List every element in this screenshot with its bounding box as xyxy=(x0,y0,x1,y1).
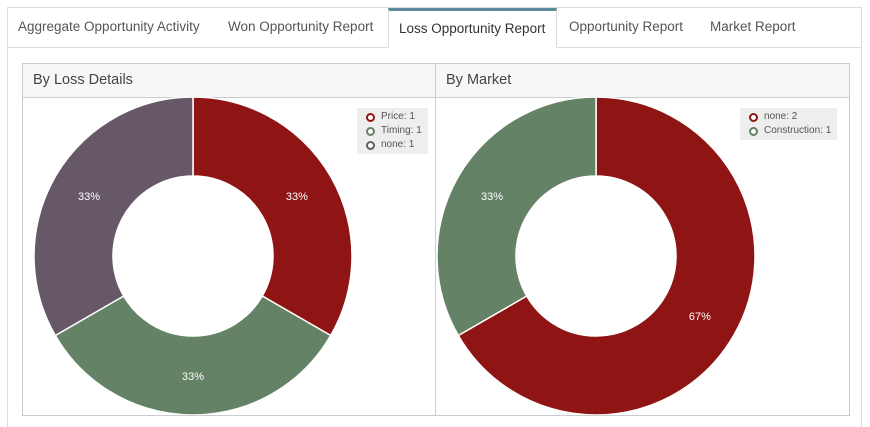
slice-percent-label: 33% xyxy=(78,191,100,203)
legend-item-timing[interactable]: Timing: 1 xyxy=(366,124,422,138)
donut-slice-none[interactable] xyxy=(33,97,194,337)
legend-item-price[interactable]: Price: 1 xyxy=(366,110,422,124)
slice-percent-label: 33% xyxy=(286,191,308,203)
panel-title: By Market xyxy=(436,64,849,98)
legend-marker-icon xyxy=(749,126,758,136)
market-donut: 67% 33% xyxy=(436,97,756,415)
legend-item-none[interactable]: none: 1 xyxy=(366,138,422,152)
legend-item-none[interactable]: none: 2 xyxy=(749,110,831,124)
donut-slice-timing[interactable] xyxy=(54,294,332,415)
legend-label: none: 2 xyxy=(764,111,798,122)
tab-market-report[interactable]: Market Report xyxy=(710,19,796,34)
donut-slice-price[interactable] xyxy=(192,97,353,337)
legend-label: Construction: 1 xyxy=(764,125,832,136)
slice-percent-label: 67% xyxy=(689,311,711,323)
legend-label: Timing: 1 xyxy=(381,125,422,136)
tab-opportunity-report[interactable]: Opportunity Report xyxy=(569,19,684,34)
tab-won-opportunity-report[interactable]: Won Opportunity Report xyxy=(228,19,374,34)
tab-bar: Aggregate Opportunity Activity Won Oppor… xyxy=(8,8,861,48)
report-container: Aggregate Opportunity Activity Won Oppor… xyxy=(7,7,862,427)
legend-label: Price: 1 xyxy=(381,111,415,122)
legend-item-construction[interactable]: Construction: 1 xyxy=(749,124,831,138)
market-panel: By Market 67% 33% none: 2 Construction: 1 xyxy=(435,63,850,416)
legend-marker-icon xyxy=(366,112,375,122)
slice-percent-label: 33% xyxy=(182,371,204,383)
chart-legend: Price: 1 Timing: 1 none: 1 xyxy=(357,108,428,154)
legend-marker-icon xyxy=(749,112,758,122)
tab-aggregate-opportunity-activity[interactable]: Aggregate Opportunity Activity xyxy=(18,19,200,34)
panel-title: By Loss Details xyxy=(23,64,435,98)
legend-marker-icon xyxy=(366,126,375,136)
legend-marker-icon xyxy=(366,140,375,150)
tab-loss-opportunity-report[interactable]: Loss Opportunity Report xyxy=(388,8,557,48)
legend-label: none: 1 xyxy=(381,139,415,150)
loss-details-donut: 33% 33% 33% xyxy=(33,97,353,415)
chart-legend: none: 2 Construction: 1 xyxy=(740,108,838,140)
donut-slice-construction[interactable] xyxy=(436,97,597,337)
donut-slice-none[interactable] xyxy=(457,97,756,415)
loss-details-panel: By Loss Details 33% 33% 33% Price: 1 Timin… xyxy=(22,63,436,416)
slice-percent-label: 33% xyxy=(481,191,503,203)
